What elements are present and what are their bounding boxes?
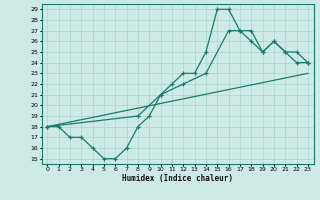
X-axis label: Humidex (Indice chaleur): Humidex (Indice chaleur) (122, 174, 233, 183)
